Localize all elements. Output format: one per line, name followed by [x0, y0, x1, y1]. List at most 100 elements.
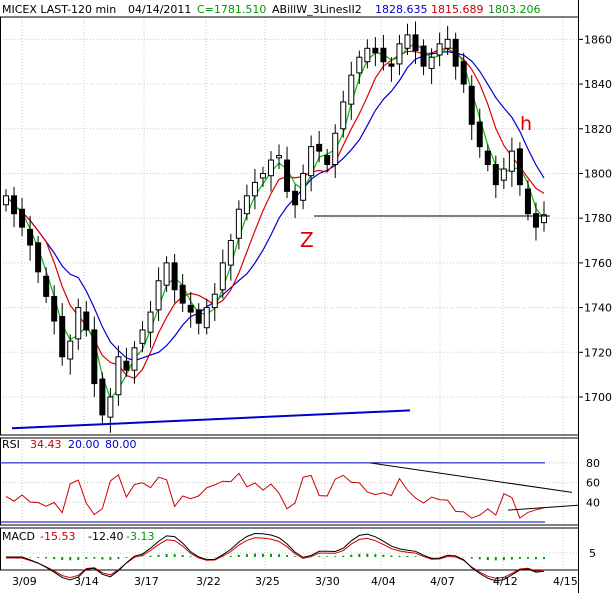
rsi-panel — [0, 462, 579, 523]
candle-body — [43, 275, 50, 297]
candle-body — [211, 293, 218, 309]
x-tick-label: 3/22 — [196, 575, 221, 588]
macd-label: MACD — [2, 530, 35, 543]
candle-body — [332, 132, 339, 166]
x-tick-label: 4/12 — [493, 575, 518, 588]
candle-body — [131, 347, 138, 371]
candle-body — [115, 356, 122, 396]
y-tick-label: 1760 — [584, 257, 612, 270]
candle-body — [316, 143, 323, 152]
candle-body — [420, 45, 427, 67]
header-symbol: MICEX LAST-120 min — [2, 3, 116, 16]
candle-body — [179, 284, 186, 304]
candle-body — [11, 195, 18, 215]
candle-body — [187, 304, 194, 313]
rsi-trendline-upper — [369, 462, 573, 493]
candle-body — [484, 150, 491, 166]
candle-body — [243, 195, 250, 215]
y-tick-label: 1740 — [584, 302, 612, 315]
candle-body — [75, 307, 82, 340]
rsi-tick-label: 80 — [586, 457, 600, 470]
axis-labels: 3/09 3/14 3/17 3/22 3/25 3/30 4/04 4/07 4/12 4/15… — [12, 33, 612, 588]
candle-body — [444, 38, 451, 49]
candle-body — [59, 316, 66, 358]
candle-body — [163, 262, 170, 286]
x-tick-label: 3/25 — [255, 575, 280, 588]
candle-body — [99, 378, 106, 416]
y-tick-label: 1820 — [584, 123, 612, 136]
candle-body — [492, 164, 499, 186]
header-value-2: 1815.689 — [431, 3, 484, 16]
candle-body — [3, 195, 9, 206]
candle-body — [171, 262, 178, 291]
candle-body — [476, 121, 483, 148]
x-tick-label: 3/14 — [74, 575, 99, 588]
candle-body — [67, 340, 74, 360]
panel-frames — [0, 0, 579, 593]
candle-body — [19, 208, 26, 228]
candle-body — [396, 43, 403, 65]
candle-body — [356, 56, 363, 74]
ma-fast-line — [5, 42, 545, 400]
candle-body — [324, 155, 331, 166]
rsi-label: RSI — [2, 438, 20, 451]
macd-signal-line — [6, 537, 545, 579]
candle-body — [412, 34, 419, 52]
candle-body — [468, 85, 475, 125]
x-tick-label: 3/17 — [134, 575, 159, 588]
macd-value-1: -15.53 — [40, 530, 75, 543]
trendline-blue — [11, 409, 411, 430]
candle-body — [348, 74, 355, 105]
y-tick-label: 1860 — [584, 33, 612, 46]
candle-body — [460, 61, 467, 85]
z-annotation: Z — [300, 228, 314, 252]
macd-value-2: -12.40 — [88, 530, 123, 543]
candle-body — [147, 311, 154, 333]
x-tick-label: 4/07 — [430, 575, 455, 588]
rsi-trendline-lower — [507, 504, 579, 511]
candle-body — [300, 172, 307, 201]
candle-body — [27, 228, 34, 246]
candle-body — [91, 329, 98, 385]
candle-body — [51, 295, 58, 322]
x-tick-label: 4/15 — [553, 575, 578, 588]
candle-body — [541, 214, 547, 224]
rsi-value: 34.43 — [30, 438, 62, 451]
candle-body — [380, 47, 387, 63]
header: MICEX LAST-120 min 04/14/2011 C=1781.510… — [2, 3, 541, 16]
candle-body — [203, 307, 210, 329]
candle-body — [284, 159, 291, 192]
candle-body — [251, 181, 258, 197]
candle-body — [340, 101, 347, 130]
candle-body — [388, 63, 395, 67]
candle-body — [524, 188, 531, 215]
header-value-1: 1828.635 — [375, 3, 428, 16]
y-tick-label: 1800 — [584, 167, 612, 180]
macd-value-3: -3.13 — [126, 530, 154, 543]
candle-body — [227, 240, 234, 266]
moving-averages — [5, 42, 545, 400]
header-date: 04/14/2011 — [128, 3, 191, 16]
candle-body — [219, 262, 226, 291]
header-indicator: ABillW_3LinesII2 — [272, 3, 362, 16]
y-tick-label: 1780 — [584, 212, 612, 225]
h-annotation: h — [520, 113, 532, 135]
macd-tick-label: 5 — [589, 547, 596, 560]
macd-line — [6, 532, 545, 582]
candle-body — [436, 43, 443, 56]
candle-body — [292, 190, 299, 206]
trend-overlays — [11, 215, 550, 430]
candle-body — [267, 159, 274, 177]
candle-body — [259, 172, 266, 179]
x-tick-label: 4/04 — [371, 575, 396, 588]
candle-body — [532, 213, 539, 228]
candle-body — [500, 168, 507, 181]
grid-lines — [0, 17, 578, 570]
candle-body — [452, 38, 459, 67]
rsi-header: RSI 34.43 20.00 80.00 — [2, 438, 137, 451]
rsi-level-low: 20.00 — [68, 438, 100, 451]
y-tick-label: 1840 — [584, 78, 612, 91]
rsi-level-high: 80.00 — [105, 438, 137, 451]
candle-body — [195, 309, 202, 324]
rsi-line — [5, 472, 545, 519]
